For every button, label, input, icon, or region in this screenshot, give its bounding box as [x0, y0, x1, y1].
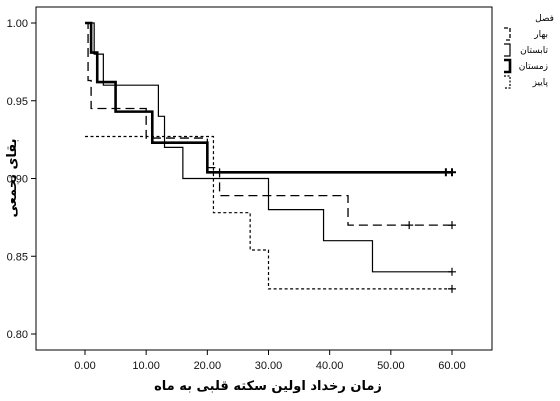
legend-swatch-2 [504, 58, 512, 74]
x-tick-label-2: 20.00 [194, 360, 222, 372]
y-tick-label-1: 0.85 [7, 251, 28, 263]
x-tick-label-4: 40.00 [316, 360, 344, 372]
y-tick-label-3: 0.95 [7, 96, 28, 108]
legend-swatch-1 [504, 43, 511, 57]
y-tick-label-0: 0.80 [7, 329, 28, 341]
x-tick-label-0: 0.00 [74, 360, 95, 372]
survival-curves [85, 21, 456, 293]
legend-title: فصل [535, 14, 554, 24]
axis-ticks [31, 22, 453, 355]
legend-label-3: پاییز [532, 78, 549, 88]
x-tick-label-5: 50.00 [377, 360, 405, 372]
censor-mark-1-0 [448, 267, 456, 276]
legend-label-2: زمستان [519, 62, 548, 72]
legend-label-1: تابستان [520, 46, 548, 56]
x-tick-label-6: 60.00 [438, 360, 466, 372]
legend-swatch-3 [504, 75, 511, 89]
x-tick-labels: 0.00 10.00 20.00 30.00 40.00 50.00 60.00 [74, 360, 465, 372]
censor-mark-0-0 [405, 221, 414, 230]
y-tick-label-4: 1.00 [7, 18, 28, 30]
legend-swatch-0 [504, 27, 511, 41]
censor-mark-2-1 [448, 168, 456, 177]
x-tick-label-1: 10.00 [132, 360, 160, 372]
series-line-0 [85, 22, 452, 226]
legend: فصل بهار تابستان زمستان پاییز [504, 14, 554, 89]
y-tick-label-2: 0.90 [7, 174, 28, 186]
y-axis-label: بقای تجمعی [5, 138, 20, 217]
series-line-1 [85, 22, 452, 273]
censor-mark-0-1 [448, 221, 456, 230]
y-tick-labels: 0.80 0.85 0.90 0.95 1.00 [7, 18, 28, 341]
legend-label-0: بهار [533, 30, 548, 40]
x-tick-label-3: 30.00 [255, 360, 283, 372]
censor-mark-3-0 [448, 284, 456, 293]
x-axis-label: زمان رخداد اولین سکته قلبی به ماه [154, 379, 382, 394]
series-line-2 [85, 21, 452, 174]
